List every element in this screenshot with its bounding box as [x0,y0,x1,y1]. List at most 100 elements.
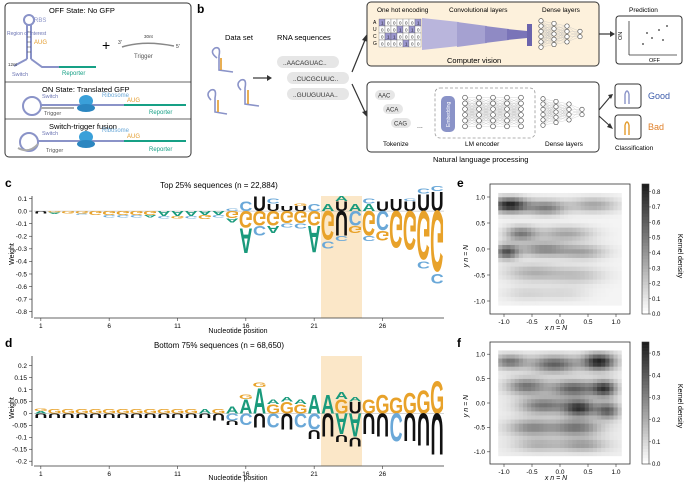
density-cell [585,403,589,407]
density-cell [494,431,498,435]
density-cell [614,387,618,391]
density-cell [614,297,618,302]
density-cell [490,288,494,293]
density-cell [585,184,589,189]
colorbar-step [642,403,649,406]
colorbar-step [642,354,649,357]
density-cell [614,258,618,263]
density-cell [535,253,539,258]
density-cell [601,362,605,366]
ribosome-label-fusion: Ribosome [102,128,130,134]
density-cell [527,279,531,284]
logo-c-title: Top 25% sequences (n = 22,884) [160,181,278,190]
colorbar-step [642,256,649,260]
density-cell [609,423,613,427]
density-cell [576,184,580,189]
density-cell [614,210,618,215]
logo-glyph: A [239,221,252,260]
density-cell [539,214,543,219]
density-cell [618,427,622,431]
dense-layers-label-2: Dense layers [545,141,584,148]
density-cell [581,431,585,435]
density-cell [622,415,626,419]
density-cell [593,227,597,232]
density-cell [593,444,597,448]
network-node [552,21,556,25]
density-cell [552,275,556,280]
density-cell [498,423,502,427]
density-cell [564,219,568,224]
density-cell [548,232,552,237]
density-cell [593,219,597,224]
logo-glyph: U [308,427,321,441]
density-cell [593,383,597,387]
density-cell [564,271,568,276]
density-cell [527,240,531,245]
density-cell [605,206,609,211]
density-cell [552,403,556,407]
density-cell [614,214,618,219]
density-cell [515,452,519,456]
density-cell [601,262,605,267]
good-label: Good [648,91,670,101]
logo-glyph: U [34,210,47,214]
density-cell [519,342,523,346]
density-cell [618,366,622,370]
network-node [567,112,571,116]
network-node [491,107,496,112]
density-cell [568,197,572,202]
x-tick-label: -1.0 [498,469,510,476]
density-cell [622,258,626,263]
density-cell [490,258,494,263]
colorbar-step [642,226,649,230]
density-cell [581,236,585,241]
density-cell [601,188,605,193]
density-cell [589,423,593,427]
density-cell [548,297,552,302]
density-cell [576,411,580,415]
density-cell [515,236,519,241]
density-cell [589,301,593,306]
network-node [552,37,556,41]
density-cell [502,279,506,284]
density-cell [527,184,531,189]
network-node [477,112,482,117]
plus-sign: + [102,37,110,53]
colorbar-step [642,430,649,433]
density-cell [523,258,527,263]
density-cell [614,399,618,403]
density-cell [622,184,626,189]
density-cell [564,391,568,395]
density-cell [560,262,564,267]
density-cell [585,399,589,403]
density-cell [519,210,523,215]
density-cell [511,197,515,202]
density-cell [506,407,510,411]
density-cell [568,219,572,224]
density-cell [506,214,510,219]
colorbar-step [642,357,649,360]
density-cell [544,227,548,232]
seq-text-3: ..GUUGUUAA.. [293,92,338,99]
density-cell [511,440,515,444]
density-cell [544,379,548,383]
density-cell [490,219,494,224]
density-cell [552,411,556,415]
density-cell [593,415,597,419]
logo-letter-U: U [212,411,225,422]
density-cell [535,383,539,387]
density-cell [576,271,580,276]
density-cell [605,431,609,435]
density-cell [523,391,527,395]
density-cell [523,342,527,346]
density-cell [544,292,548,297]
density-cell [539,342,543,346]
density-cell [519,249,523,254]
density-cell [527,197,531,202]
logo-letter-U: U [103,412,116,419]
density-cell [564,206,568,211]
density-cell [572,249,576,254]
density-cell [498,431,502,435]
density-cell [614,223,618,228]
density-cell [605,403,609,407]
